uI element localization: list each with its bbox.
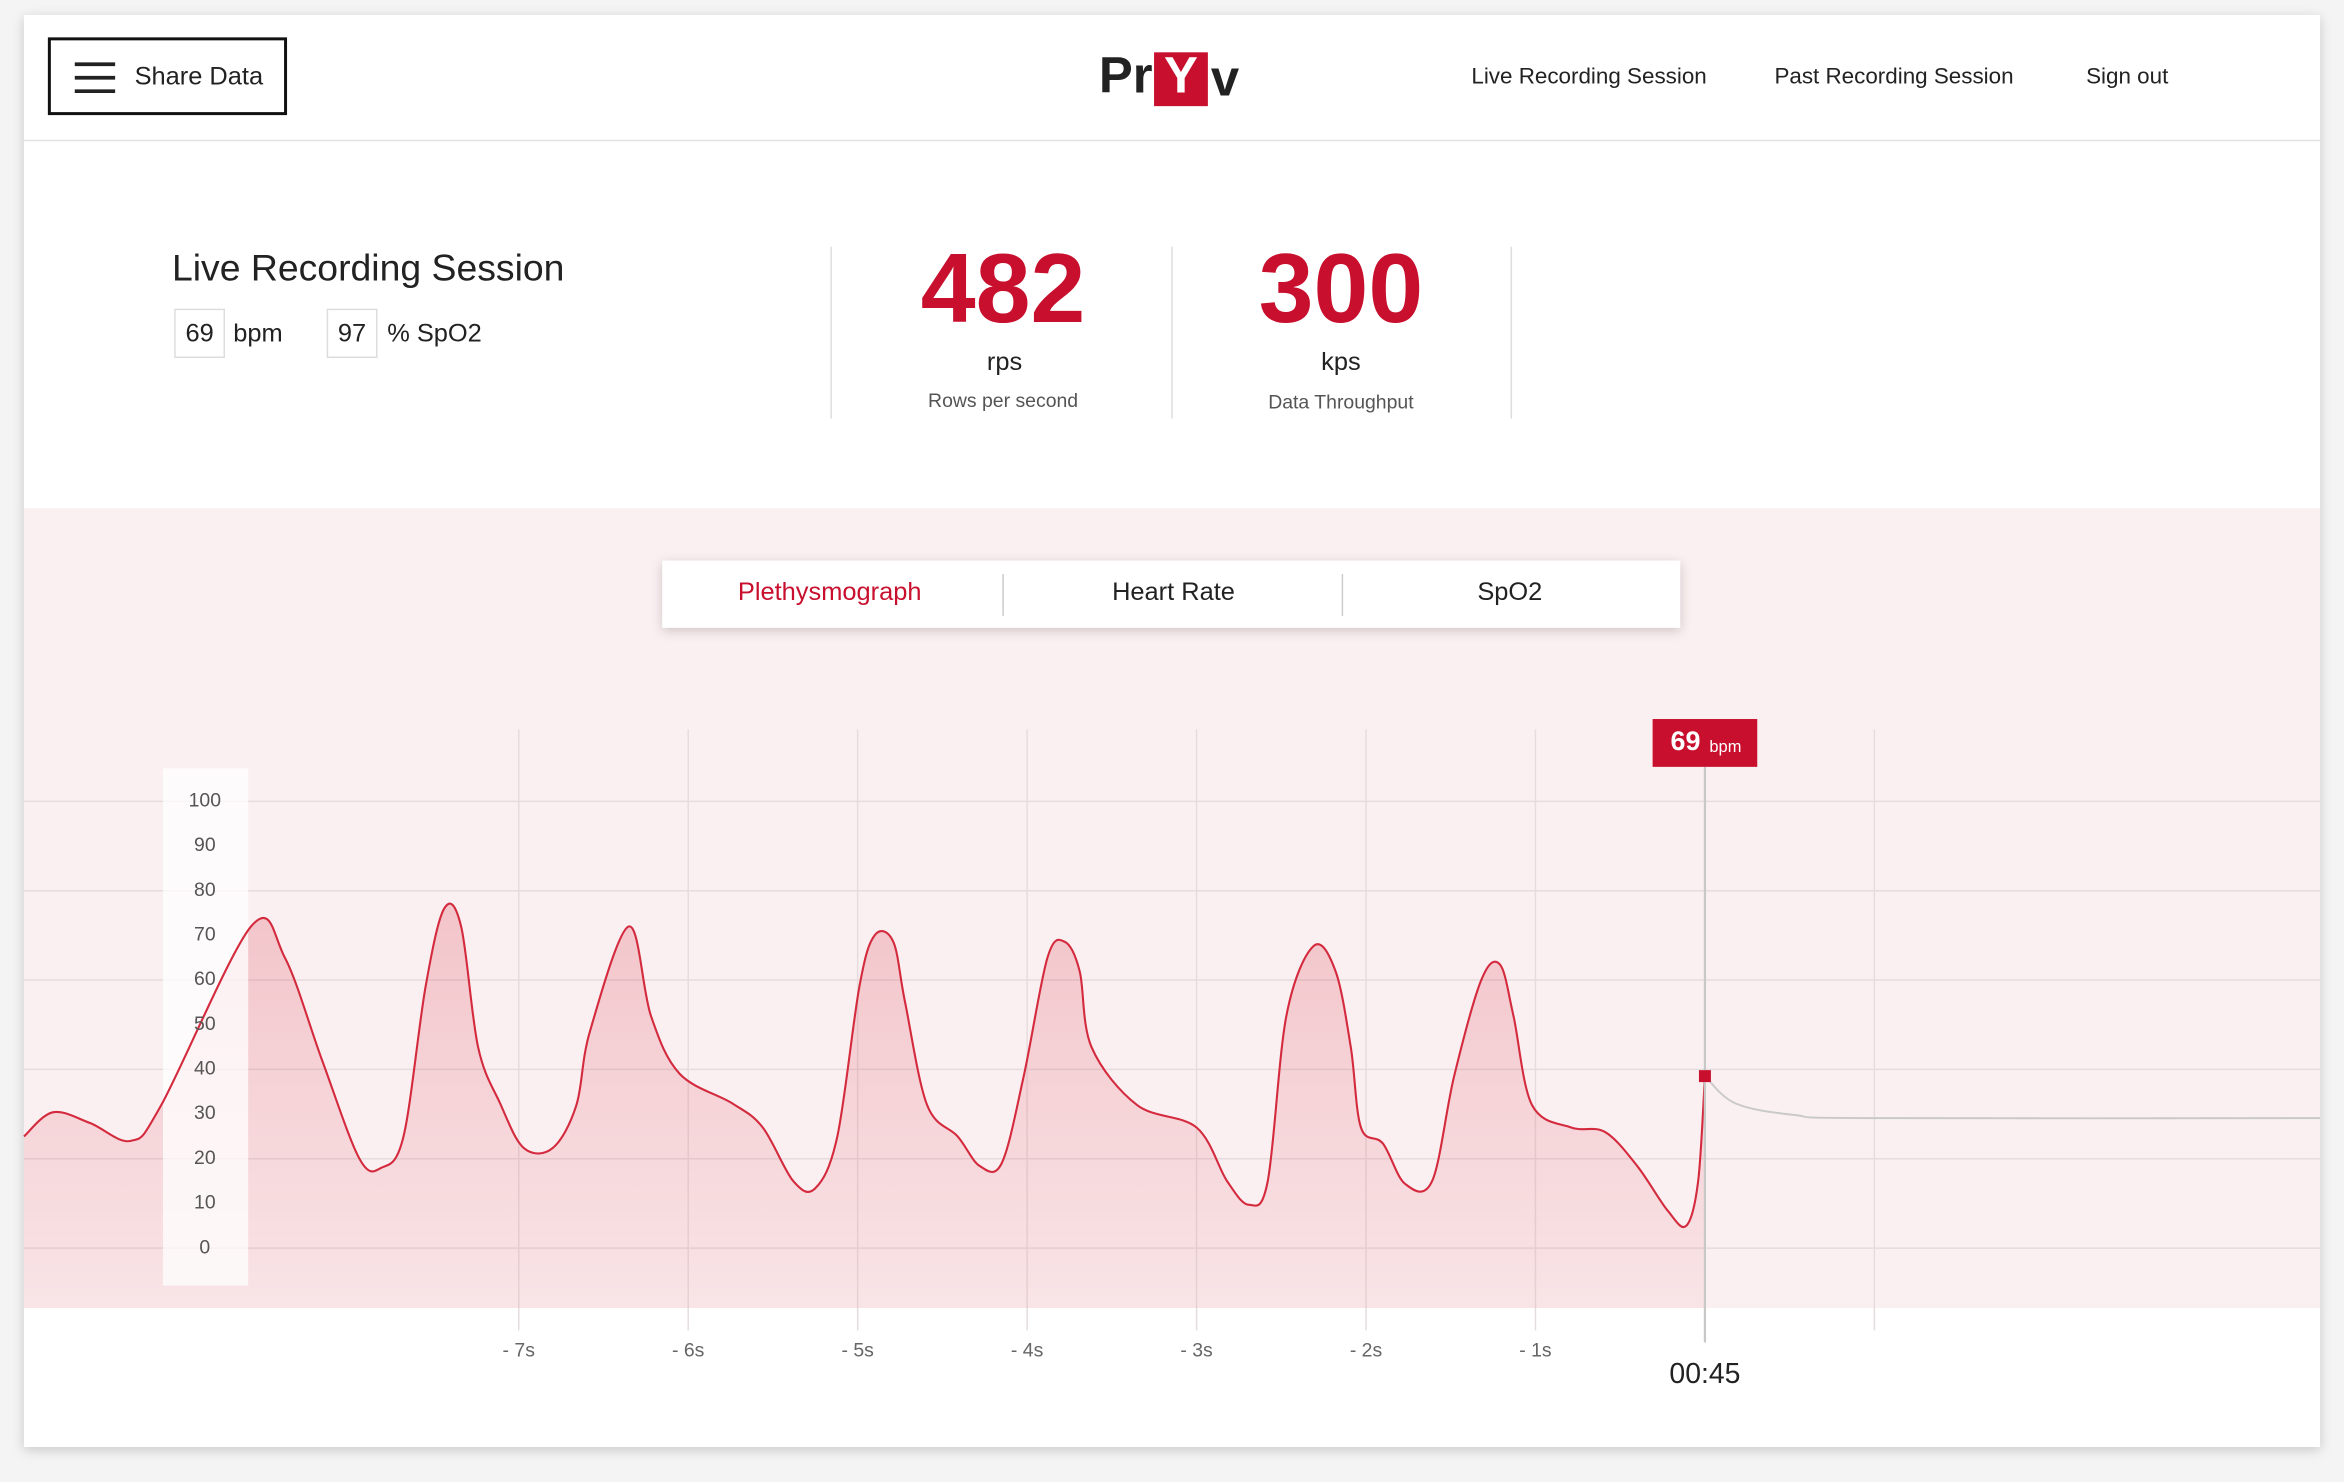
y-axis-panel [162, 768, 249, 1286]
tab-bar [662, 560, 1681, 628]
area-fill [23, 903, 1705, 1308]
stat-unit: kps [1321, 348, 1361, 376]
logo-text: Y [1164, 47, 1198, 104]
tab[interactable]: SpO2 [1477, 578, 1542, 606]
y-tick-label: 100 [189, 789, 222, 811]
logo-text: v [1211, 50, 1240, 107]
nav-link[interactable]: Sign out [2086, 64, 2169, 89]
x-tick-label: - 6s [672, 1339, 705, 1361]
stat-value: 482 [921, 233, 1086, 343]
y-tick-label: 10 [194, 1192, 216, 1214]
menu-icon [74, 62, 116, 94]
session-title: Live Recording Session [172, 246, 565, 288]
y-tick-label: 0 [199, 1236, 210, 1258]
nav-link[interactable]: Past Recording Session [1774, 64, 2013, 89]
tab-divider [1002, 574, 1344, 616]
cursor-badge [1652, 719, 1758, 767]
x-tick-label: - 1s [1519, 1339, 1552, 1361]
x-tick-label: - 3s [1180, 1339, 1213, 1361]
y-tick-label: 90 [194, 834, 216, 856]
y-tick-label: 40 [194, 1058, 216, 1080]
tabs: Plethysmograph Heart Rate SpO2 [738, 578, 1542, 606]
stat-divider [830, 246, 1513, 419]
x-tick-label: - 5s [841, 1339, 874, 1361]
cursor-value: 69 [1671, 726, 1701, 756]
y-tick-label: 20 [194, 1147, 216, 1169]
value-box [174, 308, 226, 359]
cursor-marker [1698, 1070, 1711, 1083]
x-tick-label: - 7s [503, 1339, 536, 1361]
y-tick-label: 50 [194, 1013, 216, 1035]
button-label: Share Data [135, 62, 264, 90]
x-tick-label: - 4s [1011, 1339, 1044, 1361]
bpm-value: 69 [185, 320, 213, 348]
projection-line [1704, 1075, 2321, 1120]
logo-box [1154, 52, 1208, 107]
y-tick-label: 80 [194, 879, 216, 901]
nav-link[interactable]: Live Recording Session [1471, 64, 1706, 89]
stat-label: Data Throughput [1268, 392, 1414, 414]
stat-unit: rps [987, 348, 1022, 376]
y-tick-label: 70 [194, 924, 216, 946]
tab[interactable]: Heart Rate [1112, 578, 1235, 606]
stat-value: 300 [1259, 233, 1424, 343]
tab[interactable]: Plethysmograph [738, 578, 922, 606]
chart: 0 10 20 30 40 50 60 70 80 90 100 - 7s - 6s - 5s - 4s - … [23, 719, 2321, 1390]
logo-text: Pr [1099, 47, 1153, 104]
spo2-value: 97 [338, 320, 366, 348]
cursor-time: 00:45 [1669, 1358, 1740, 1390]
stat-label: Rows per second [928, 390, 1078, 412]
y-tick-label: 60 [194, 968, 216, 990]
signal-line [23, 902, 1706, 1229]
share-button[interactable]: Share Data [47, 37, 288, 116]
value-box [326, 308, 378, 359]
cursor-unit: bpm [1709, 738, 1741, 756]
spo2-unit: % SpO2 [387, 320, 482, 348]
y-tick-label: 30 [194, 1102, 216, 1124]
x-tick-label: - 2s [1350, 1339, 1383, 1361]
bpm-unit: bpm [233, 320, 282, 348]
logo: Pr Y v [1099, 47, 1240, 107]
